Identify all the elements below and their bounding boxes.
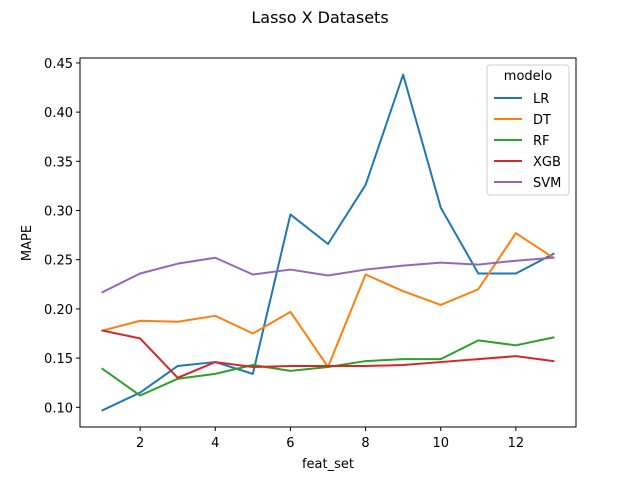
y-tick-label: 0.40 [44,106,73,121]
series-line-dt [101,232,555,368]
x-tick-label: 12 [508,436,525,451]
x-axis-label: feat_set [302,457,354,472]
y-tick-label: 0.20 [44,303,73,318]
chart-title: Lasso X Datasets [251,8,388,27]
x-tick-label: 10 [432,436,449,451]
legend-label-rf: RF [533,134,550,149]
legend-label-lr: LR [533,92,549,107]
x-tick-label: 4 [211,436,219,451]
legend-label-xgb: XGB [533,155,561,170]
series-lines [101,73,555,412]
y-tick-label: 0.35 [44,155,73,170]
series-line-svm [101,256,555,294]
y-tick-label: 0.10 [44,401,73,416]
plot-area [79,57,577,428]
y-tick-label: 0.45 [44,57,73,72]
legend: modelo LR DT RF XGB SVM [486,64,570,196]
y-tick-label: 0.15 [44,352,73,367]
y-tick-label: 0.25 [44,254,73,269]
x-tick-label: 2 [136,436,144,451]
series-line-xgb [101,329,555,379]
x-tick-label: 6 [286,436,294,451]
y-axis-label: MAPE [20,225,35,261]
x-axis: 2 4 6 8 10 12 [136,427,524,451]
series-line-lr [101,73,555,412]
legend-label-svm: SVM [533,176,561,191]
legend-label-dt: DT [533,113,551,128]
x-tick-label: 8 [361,436,369,451]
legend-title: modelo [504,69,552,84]
y-axis: 0.10 0.15 0.20 0.25 0.30 0.35 0.40 0.45 [44,57,80,416]
y-tick-label: 0.30 [44,205,73,220]
